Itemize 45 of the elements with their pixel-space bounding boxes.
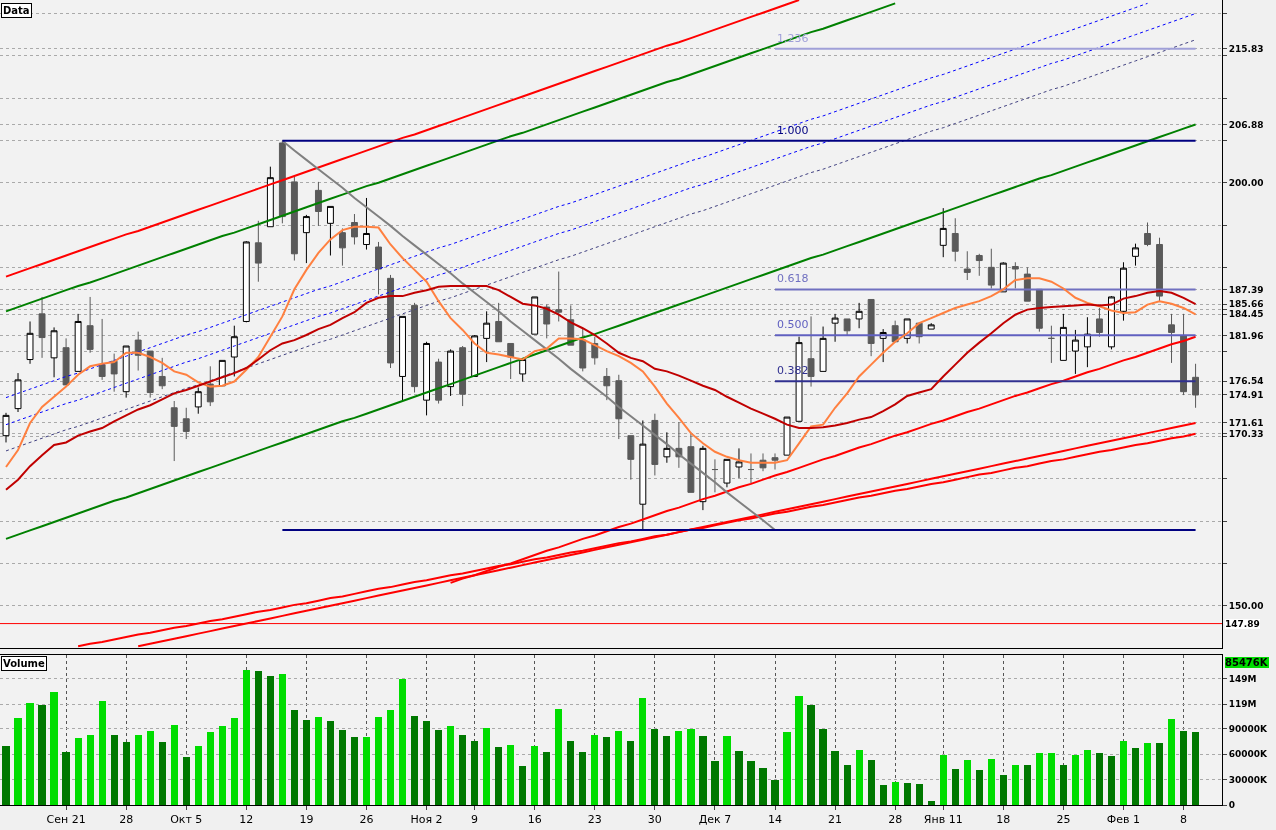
y-tick-label: 150.00 [1228,600,1264,611]
y-tick-label: 60000K [1228,749,1269,760]
x-tick-label: 9 [471,813,479,827]
x-tick-label: 30 [647,813,662,827]
x-tick-label: 26 [359,813,374,827]
text: Data [3,5,30,16]
x-tick-label: 12 [239,813,254,827]
chart-title: Volume [3,658,46,669]
x-tick-label: 14 [768,813,783,827]
y-tick-label: 90000K [1228,723,1269,734]
x-tick-label: 25 [1056,813,1071,827]
y-tick-label: 149M [1228,673,1257,684]
ref-line-label: 147.89 [1225,619,1260,629]
x-tick-label: Фев 1 [1106,813,1141,827]
y-tick-label: 184.45 [1228,309,1264,320]
y-tick-label: 0 [1228,800,1236,811]
y-tick-label: 171.61 [1228,418,1264,429]
text: 85476K [1225,657,1269,668]
y-tick-label: 215.83 [1228,43,1264,54]
x-tick-label: Окт 5 [170,813,203,827]
x-tick-label: Сен 21 [46,813,86,827]
x-tick-label: 16 [527,813,542,827]
y-tick-label: 119M [1228,699,1257,710]
series-label: 1.000 [777,124,809,137]
series-label: 0.500 [777,318,809,331]
x-tick-label: 23 [587,813,602,827]
y-tick-label: 185.66 [1228,299,1264,310]
y-tick-label: 181.96 [1228,330,1264,341]
x-tick-label: 18 [996,813,1011,827]
x-tick-label: 28 [119,813,134,827]
y-tick-label: 206.88 [1228,119,1264,130]
series-label: 0.618 [777,272,809,285]
x-tick-label: 21 [828,813,843,827]
x-tick-label: Ноя 2 [410,813,443,827]
x-tick-label: 19 [299,813,314,827]
y-tick-label: 170.33 [1228,428,1264,439]
x-tick-label: 8 [1180,813,1188,827]
y-tick-label: 187.39 [1228,284,1264,295]
x-tick-label: 28 [888,813,903,827]
y-tick-label: 176.54 [1228,376,1264,387]
y-tick-label: 30000K [1228,774,1269,785]
y-tick-label: 174.91 [1228,390,1264,401]
y-tick-label: 200.00 [1228,177,1264,188]
x-tick-label: Дек 7 [698,813,732,827]
x-tick-label: Янв 11 [923,813,963,827]
